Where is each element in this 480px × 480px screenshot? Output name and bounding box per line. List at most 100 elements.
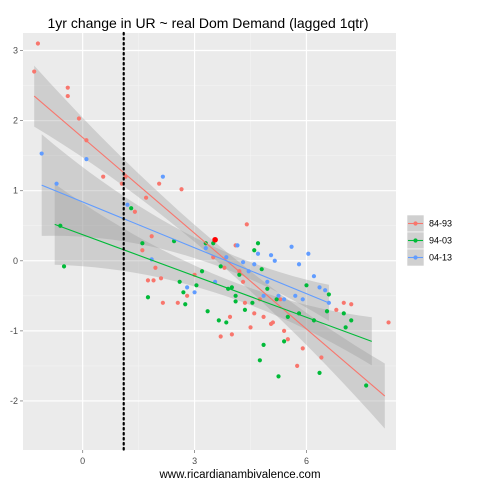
legend-label-94-03: 94-03 — [429, 236, 452, 246]
fit-line-94-03 — [54, 223, 372, 342]
data-point-04-13 — [125, 202, 130, 207]
data-point-84-93 — [65, 93, 70, 99]
data-point-94-03 — [233, 293, 238, 298]
data-point-84-93 — [334, 307, 339, 312]
data-point-04-13 — [306, 251, 311, 256]
data-point-84-93 — [132, 209, 137, 214]
data-point-94-03 — [261, 342, 266, 347]
y-tick-label: -2 — [10, 396, 18, 406]
data-point-94-03 — [218, 264, 223, 269]
x-axis-label: www.ricardianambivalence.com — [158, 469, 320, 480]
legend-point-04-13 — [413, 255, 418, 260]
data-point-94-03 — [140, 241, 145, 246]
data-point-94-03 — [181, 290, 186, 295]
data-point-84-93 — [252, 311, 257, 316]
data-point-94-03 — [237, 272, 242, 277]
data-point-94-03 — [252, 248, 257, 253]
data-point-84-93 — [140, 248, 145, 253]
data-point-94-03 — [285, 314, 290, 319]
data-point-84-93 — [145, 278, 151, 283]
data-point-94-03 — [274, 297, 279, 302]
data-point-04-13 — [54, 181, 59, 186]
data-point-84-93 — [160, 300, 165, 305]
data-point-94-03 — [349, 318, 354, 323]
chart-title: 1yr change in UR ~ real Dom Demand (lagg… — [48, 15, 369, 31]
data-point-94-03 — [341, 311, 346, 316]
data-point-04-13 — [255, 251, 261, 256]
data-point-94-03 — [343, 325, 348, 330]
data-point-84-93 — [153, 265, 158, 270]
data-point-84-93 — [185, 293, 190, 298]
fit-line-84-93 — [33, 95, 386, 397]
data-point-94-03 — [199, 269, 205, 274]
data-point-94-03 — [282, 339, 287, 344]
data-point-94-03 — [194, 283, 199, 288]
data-point-04-13 — [296, 262, 302, 267]
data-point-94-03 — [324, 309, 330, 314]
data-point-84-93 — [151, 278, 156, 283]
data-point-04-13 — [240, 260, 246, 265]
data-point-04-13 — [203, 246, 208, 251]
data-point-94-03 — [233, 299, 238, 304]
data-point-04-13 — [272, 258, 277, 263]
data-point-94-03 — [259, 267, 264, 272]
data-point-84-93 — [222, 265, 227, 270]
data-point-94-03 — [183, 302, 188, 307]
plot-area: -2 -1 0 1 2 3 0 3 6 — [10, 31, 396, 466]
data-point-94-03 — [265, 286, 270, 291]
data-point-84-93 — [229, 332, 234, 337]
data-point-94-03 — [229, 285, 234, 290]
data-point-94-03 — [250, 300, 255, 305]
y-tick-label: -1 — [10, 326, 18, 336]
data-point-84-93 — [319, 355, 324, 360]
data-point-84-93 — [35, 41, 41, 46]
data-point-84-93 — [157, 181, 162, 186]
data-point-84-93 — [282, 328, 287, 333]
data-point-84-93 — [349, 302, 354, 307]
data-point-94-03 — [276, 374, 281, 379]
data-point-94-03 — [317, 370, 322, 376]
confidence-band-84-93 — [34, 65, 385, 429]
data-point-84-93 — [227, 314, 233, 319]
confidence-band-94-03 — [54, 183, 372, 366]
data-point-04-13 — [323, 288, 328, 293]
data-point-04-13 — [300, 297, 305, 302]
fit-line-04-13 — [41, 184, 330, 304]
legend-label-04-13: 04-13 — [429, 253, 452, 263]
legend-point-84-93 — [413, 221, 418, 226]
data-point-84-93 — [244, 222, 249, 227]
data-point-04-13 — [317, 285, 322, 290]
data-point-84-93 — [65, 85, 70, 90]
legend-point-94-03 — [413, 238, 418, 243]
data-point-84-93 — [248, 325, 253, 330]
data-point-04-13 — [192, 290, 197, 295]
data-point-94-03 — [326, 292, 331, 297]
data-point-84-93 — [143, 195, 149, 200]
data-point-04-13 — [311, 274, 317, 279]
x-tick-label: 0 — [80, 456, 85, 466]
data-point-84-93 — [76, 116, 82, 121]
y-tick-label: 0 — [13, 256, 18, 266]
data-point-04-13 — [224, 255, 229, 260]
data-point-04-13 — [289, 244, 294, 249]
data-point-04-13 — [84, 157, 89, 162]
data-point-94-03 — [304, 283, 309, 288]
data-point-84-93 — [218, 334, 223, 339]
data-point-84-93 — [285, 337, 290, 342]
data-point-94-03 — [255, 241, 261, 246]
data-point-84-93 — [149, 234, 154, 239]
data-point-84-93 — [242, 300, 248, 305]
data-point-94-03 — [216, 318, 221, 323]
data-point-94-03 — [129, 206, 134, 211]
data-point-04-13 — [268, 253, 274, 258]
data-point-84-93 — [295, 363, 300, 368]
data-point-94-03 — [257, 358, 262, 363]
plot-panel — [23, 33, 396, 450]
highlight-point — [212, 236, 218, 243]
y-tick-label: 3 — [13, 46, 18, 56]
data-point-04-13 — [235, 243, 240, 248]
data-point-04-13 — [160, 174, 165, 179]
data-point-84-93 — [300, 346, 305, 351]
data-point-84-93 — [101, 174, 106, 179]
